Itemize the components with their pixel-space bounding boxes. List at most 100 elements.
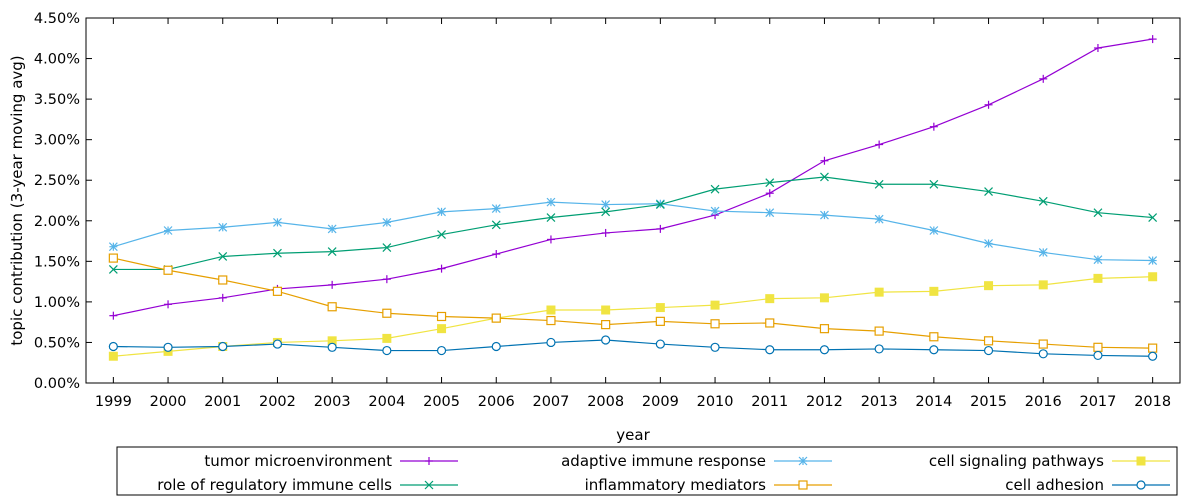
data-point — [547, 338, 555, 346]
data-point — [1039, 75, 1047, 83]
data-point — [383, 218, 391, 226]
series-group — [109, 35, 1156, 360]
data-point — [820, 157, 828, 165]
data-point — [219, 294, 227, 302]
legend-label: inflammatory mediators — [585, 476, 767, 494]
x-tick-label: 2015 — [970, 394, 1007, 410]
data-point — [109, 343, 117, 351]
data-point — [438, 265, 446, 273]
data-point — [602, 201, 610, 209]
x-tick-label: 2012 — [806, 394, 843, 410]
legend-label: role of regulatory immune cells — [157, 476, 392, 494]
data-point — [1094, 351, 1102, 359]
data-point — [985, 101, 993, 109]
y-tick-label: 0.00% — [34, 376, 80, 392]
data-point — [492, 314, 500, 322]
data-point — [1149, 352, 1157, 360]
data-point — [930, 227, 938, 235]
legend: tumor microenvironment adaptive immune re… — [117, 447, 1177, 495]
data-point — [438, 347, 446, 355]
data-point — [711, 207, 719, 215]
data-point — [547, 317, 555, 325]
data-point — [1149, 273, 1157, 281]
x-tick-label: 2009 — [642, 394, 679, 410]
data-point — [875, 327, 883, 335]
data-point — [985, 347, 993, 355]
x-tick-label: 2018 — [1134, 394, 1171, 410]
x-tick-label: 2014 — [915, 394, 952, 410]
data-point — [766, 319, 774, 327]
data-point — [273, 287, 281, 295]
y-tick-label: 0.50% — [34, 335, 80, 351]
data-point — [328, 303, 336, 311]
data-point — [820, 211, 828, 219]
x-tick-label: 2005 — [423, 394, 460, 410]
legend-label: tumor microenvironment — [204, 452, 392, 470]
data-point — [273, 340, 281, 348]
data-point — [985, 239, 993, 247]
x-tick-label: 2011 — [751, 394, 788, 410]
legend-label: cell adhesion — [1005, 476, 1104, 494]
data-point — [547, 306, 555, 314]
data-point — [383, 347, 391, 355]
legend-entry: role of regulatory immune cells — [157, 476, 458, 494]
legend-entry: inflammatory mediators — [585, 476, 832, 494]
series-cell-adhesion — [109, 336, 1156, 360]
data-point — [930, 123, 938, 131]
y-tick-label: 4.50% — [34, 11, 80, 27]
legend-swatch-marker — [799, 481, 807, 489]
data-point — [1039, 281, 1047, 289]
data-point — [766, 295, 774, 303]
data-point — [711, 320, 719, 328]
data-point — [492, 250, 500, 258]
data-point — [109, 312, 117, 320]
legend-label: cell signaling pathways — [929, 452, 1104, 470]
series-cell-signaling-pathways — [109, 273, 1156, 360]
x-tick-label: 1999 — [95, 394, 132, 410]
data-point — [1149, 344, 1157, 352]
y-tick-label: 3.50% — [34, 92, 80, 108]
data-point — [164, 266, 172, 274]
data-point — [656, 317, 664, 325]
data-point — [1039, 340, 1047, 348]
data-point — [820, 294, 828, 302]
data-point — [328, 225, 336, 233]
data-point — [438, 312, 446, 320]
data-point — [219, 276, 227, 284]
data-point — [109, 243, 117, 251]
data-point — [328, 343, 336, 351]
x-tick-label: 2007 — [532, 394, 569, 410]
data-point — [875, 141, 883, 149]
data-point — [875, 215, 883, 223]
x-tick-label: 2006 — [478, 394, 515, 410]
data-point — [492, 343, 500, 351]
data-point — [109, 352, 117, 360]
data-point — [602, 336, 610, 344]
data-point — [656, 225, 664, 233]
x-tick-label: 2000 — [150, 394, 187, 410]
data-point — [273, 218, 281, 226]
data-point — [1094, 256, 1102, 264]
series-inflammatory-mediators — [109, 254, 1156, 352]
data-point — [985, 282, 993, 290]
data-point — [875, 345, 883, 353]
x-tick-label: 2017 — [1079, 394, 1116, 410]
legend-entry: cell adhesion — [1005, 476, 1170, 494]
legend-swatch-marker — [799, 457, 807, 465]
data-point — [219, 343, 227, 351]
data-point — [1149, 257, 1157, 265]
data-point — [930, 346, 938, 354]
x-tick-label: 2013 — [861, 394, 898, 410]
data-point — [766, 346, 774, 354]
y-axis-label: topic contribution (3-year moving avg) — [8, 55, 26, 345]
data-point — [930, 333, 938, 341]
data-point — [383, 334, 391, 342]
data-point — [602, 321, 610, 329]
legend-entry: cell signaling pathways — [929, 452, 1170, 470]
legend-swatch-marker — [1137, 457, 1145, 465]
x-tick-label: 2010 — [697, 394, 734, 410]
x-tick-label: 2002 — [259, 394, 296, 410]
data-point — [109, 254, 117, 262]
data-point — [328, 281, 336, 289]
